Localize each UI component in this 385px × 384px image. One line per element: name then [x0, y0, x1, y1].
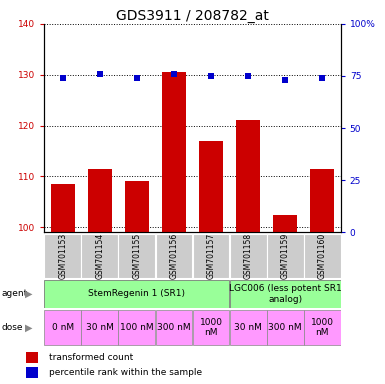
Text: transformed count: transformed count	[49, 353, 133, 362]
Text: GSM701154: GSM701154	[95, 233, 104, 280]
Bar	[44, 234, 81, 278]
Bar	[192, 234, 229, 278]
Text: LGC006 (less potent SR1
analog): LGC006 (less potent SR1 analog)	[229, 284, 341, 304]
Bar	[81, 310, 118, 345]
Bar	[273, 215, 297, 232]
Text: GSM701160: GSM701160	[318, 233, 327, 280]
Bar	[229, 280, 341, 308]
Bar	[236, 121, 260, 232]
Bar	[51, 184, 75, 232]
Point	[171, 71, 177, 77]
Bar	[125, 182, 149, 232]
Bar	[310, 169, 334, 232]
Point	[97, 71, 103, 77]
Bar	[88, 169, 112, 232]
Text: 1000
nM: 1000 nM	[199, 318, 223, 338]
Bar	[267, 310, 304, 345]
Bar	[81, 234, 118, 278]
Text: 300 nM: 300 nM	[157, 323, 191, 332]
Text: GSM701153: GSM701153	[58, 233, 67, 280]
Bar	[304, 234, 341, 278]
Bar	[156, 234, 192, 278]
Bar	[192, 310, 229, 345]
Bar	[44, 280, 229, 308]
Text: GSM701155: GSM701155	[132, 233, 141, 280]
Text: StemRegenin 1 (SR1): StemRegenin 1 (SR1)	[89, 290, 186, 298]
Text: 100 nM: 100 nM	[120, 323, 154, 332]
Bar	[44, 310, 81, 345]
Point	[134, 75, 140, 81]
Bar	[27, 352, 38, 362]
Point	[208, 73, 214, 79]
Bar	[156, 310, 192, 345]
Text: dose: dose	[2, 323, 23, 332]
Bar	[199, 141, 223, 232]
Bar	[267, 234, 304, 278]
Point	[245, 73, 251, 79]
Text: 1000
nM: 1000 nM	[311, 318, 334, 338]
Text: agent: agent	[2, 290, 28, 298]
Text: percentile rank within the sample: percentile rank within the sample	[49, 368, 202, 377]
Point	[319, 75, 325, 81]
Text: GSM701157: GSM701157	[206, 233, 216, 280]
Text: ▶: ▶	[25, 289, 33, 299]
Point	[282, 77, 288, 83]
Bar	[119, 234, 156, 278]
Text: GSM701158: GSM701158	[244, 233, 253, 280]
Point	[60, 75, 66, 81]
Text: 300 nM: 300 nM	[268, 323, 302, 332]
Bar	[27, 367, 38, 378]
Bar	[162, 72, 186, 232]
Bar	[119, 310, 156, 345]
Text: GSM701159: GSM701159	[281, 233, 290, 280]
Text: 30 nM: 30 nM	[86, 323, 114, 332]
Bar	[229, 234, 266, 278]
Text: GSM701156: GSM701156	[169, 233, 179, 280]
Text: 30 nM: 30 nM	[234, 323, 262, 332]
Bar	[304, 310, 341, 345]
Text: ▶: ▶	[25, 323, 33, 333]
Bar	[229, 310, 266, 345]
Text: 0 nM: 0 nM	[52, 323, 74, 332]
Title: GDS3911 / 208782_at: GDS3911 / 208782_at	[116, 9, 269, 23]
